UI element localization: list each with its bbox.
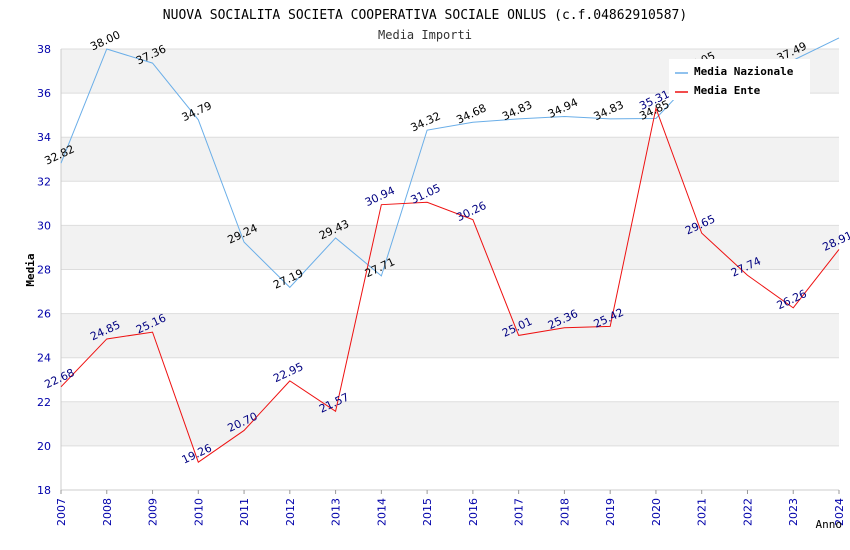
y-tick-label: 20 <box>37 440 51 453</box>
background-bands <box>61 49 839 446</box>
x-tick-label: 2009 <box>147 498 160 526</box>
y-tick-label: 38 <box>37 43 51 56</box>
y-tick-label: 18 <box>37 484 51 497</box>
x-tick-label: 2020 <box>650 498 663 526</box>
data-label: 34.32 <box>409 109 443 134</box>
x-tick-label: 2021 <box>696 498 709 526</box>
x-tick-label: 2018 <box>558 498 571 526</box>
y-tick-label: 30 <box>37 219 51 232</box>
data-label: 34.83 <box>592 98 626 123</box>
x-tick-label: 2016 <box>467 498 480 526</box>
chart-subtitle: Media Importi <box>378 28 472 42</box>
x-tick-label: 2007 <box>55 498 68 526</box>
data-label: 22.95 <box>271 360 305 385</box>
x-tick-label: 2022 <box>741 498 754 526</box>
data-label: 22.68 <box>42 366 76 391</box>
y-tick-label: 24 <box>37 352 51 365</box>
data-label: 30.94 <box>363 184 397 209</box>
series-line-ente <box>60 106 840 464</box>
legend-label-nazionale: Media Nazionale <box>694 65 794 78</box>
y-tick-label: 28 <box>37 264 51 277</box>
data-label: 34.83 <box>500 98 534 123</box>
x-tick-label: 2011 <box>238 498 251 526</box>
x-tick-label: 2015 <box>421 498 434 526</box>
y-axis-label: Media <box>24 253 37 286</box>
chart-title: NUOVA SOCIALITA SOCIETA COOPERATIVA SOCI… <box>163 8 687 23</box>
x-tick-label: 2023 <box>787 498 800 526</box>
data-label: 30.26 <box>454 199 488 224</box>
x-tick-label: 2019 <box>604 498 617 526</box>
legend-label-ente: Media Ente <box>694 84 761 97</box>
legend: Media Nazionale Media Ente <box>669 59 810 100</box>
legend-box <box>669 59 810 100</box>
y-tick-label: 26 <box>37 308 51 321</box>
data-label: 26.26 <box>775 287 809 312</box>
y-tick-label: 36 <box>37 87 51 100</box>
x-tick-label: 2014 <box>375 498 388 526</box>
grid-band <box>61 313 839 358</box>
y-tick-label: 22 <box>37 396 51 409</box>
x-axis-label: Anno <box>816 518 843 531</box>
grid-band <box>61 137 839 182</box>
y-tick-label: 34 <box>37 131 51 144</box>
x-tick-label: 2013 <box>330 498 343 526</box>
y-tick-label: 32 <box>37 175 51 188</box>
data-label: 31.05 <box>409 182 443 207</box>
data-label: 27.19 <box>271 267 305 292</box>
x-tick-label: 2012 <box>284 498 297 526</box>
grid-band <box>61 401 839 446</box>
grid-band <box>61 225 839 270</box>
x-tick-label: 2010 <box>192 498 205 526</box>
x-tick-label: 2024 <box>833 498 846 526</box>
x-tick-label: 2008 <box>101 498 114 526</box>
x-tick-label: 2017 <box>513 498 526 526</box>
